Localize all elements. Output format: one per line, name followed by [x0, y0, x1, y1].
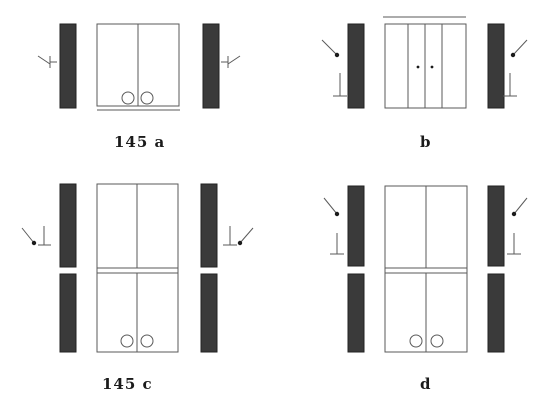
sensor-icon — [323, 197, 344, 255]
sensor-icon — [223, 226, 254, 246]
panel-d — [323, 185, 528, 353]
wall-right-lower-d — [487, 273, 505, 353]
wall-left-lower-c — [59, 273, 77, 353]
panel-a — [37, 23, 241, 111]
sensor-icon — [503, 39, 528, 97]
panel-c — [21, 183, 254, 353]
wall-right-b — [487, 23, 505, 109]
wall-left-upper-c — [59, 183, 77, 268]
knob-icon — [409, 334, 423, 348]
knob-icon — [120, 334, 134, 348]
sensor-icon — [221, 55, 241, 68]
panel-b — [321, 16, 528, 109]
panel-label-b: b — [420, 133, 432, 151]
wall-left-b — [347, 23, 365, 109]
wall-right-a — [202, 23, 220, 109]
wall-left-a — [59, 23, 77, 109]
knob-icon — [140, 91, 154, 105]
sensor-icon — [507, 197, 528, 255]
wall-right-upper-c — [200, 183, 218, 268]
sensor-icon — [37, 55, 57, 68]
wall-left-upper-d — [347, 185, 365, 267]
panel-label-d: d — [420, 375, 432, 393]
knob-icon — [430, 334, 444, 348]
wall-right-upper-d — [487, 185, 505, 267]
panel-label-c: 145 c — [102, 375, 153, 393]
knob-icon — [140, 334, 154, 348]
handle-dot-icon — [416, 65, 420, 69]
wall-right-lower-c — [200, 273, 218, 353]
handle-dot-icon — [430, 65, 434, 69]
sensor-icon — [321, 39, 347, 97]
wall-left-lower-d — [347, 273, 365, 353]
knob-icon — [121, 91, 135, 105]
sensor-icon — [21, 226, 51, 246]
panel-label-a: 145 a — [114, 133, 166, 151]
